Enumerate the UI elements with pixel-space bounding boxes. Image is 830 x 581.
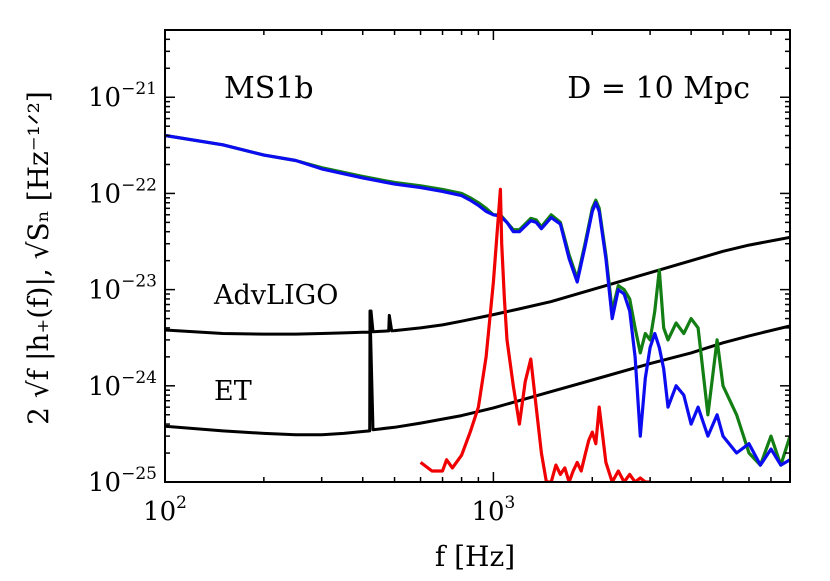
series-line-3 bbox=[165, 133, 790, 467]
y-tick-label: 10−24 bbox=[88, 368, 157, 402]
annotation-distance: D = 10 Mpc bbox=[567, 71, 750, 106]
y-tick-label: 10−23 bbox=[88, 272, 157, 306]
y-tick-label: 10−25 bbox=[88, 464, 157, 498]
ticks-layer bbox=[164, 29, 791, 483]
series-layer bbox=[165, 133, 790, 482]
annotation-model: MS1b bbox=[224, 71, 314, 106]
series-line-2 bbox=[165, 133, 790, 467]
series-line-1 bbox=[165, 309, 790, 437]
y-axis-title: 2 √f |h₊(f)|, √Sₙ [Hz⁻¹ᐟ²] bbox=[22, 91, 55, 425]
curve-label-et: ET bbox=[214, 376, 252, 407]
plot-frame bbox=[164, 29, 791, 483]
x-tick-label: 102 bbox=[143, 493, 187, 527]
curve-label-advligo: AdvLIGO bbox=[213, 280, 338, 311]
x-tick-label: 103 bbox=[471, 493, 515, 527]
y-tick-label: 10−22 bbox=[88, 175, 157, 209]
labels-layer: 102 103 10−21 10−22 10−23 10−24 10−25 bbox=[88, 79, 515, 527]
series-line-0 bbox=[165, 235, 790, 336]
series-line-4 bbox=[419, 187, 651, 482]
x-axis-title: f [Hz] bbox=[435, 540, 515, 573]
y-tick-label: 10−21 bbox=[88, 79, 157, 113]
